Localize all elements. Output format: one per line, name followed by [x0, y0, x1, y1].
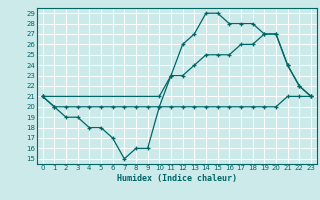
X-axis label: Humidex (Indice chaleur): Humidex (Indice chaleur) [117, 174, 237, 183]
